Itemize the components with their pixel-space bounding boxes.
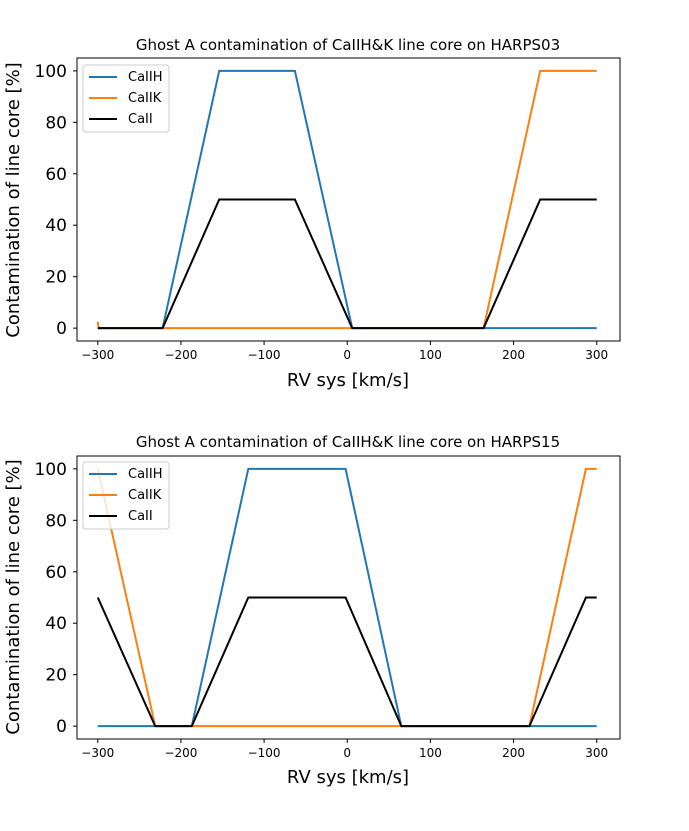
x-tick-label: 0: [343, 746, 351, 760]
y-tick-label: 0: [56, 717, 67, 737]
series-line-caii: [97, 198, 597, 330]
chart-harps03: Ghost A contamination of CaIIH&K line co…: [3, 36, 621, 391]
series-line-caii: [96, 596, 597, 728]
chart-title: Ghost A contamination of CaIIH&K line co…: [136, 36, 560, 54]
x-tick-label: 200: [502, 746, 525, 760]
legend: CaIIH CaIIK CaII: [82, 461, 170, 530]
legend-label-caii: CaII: [128, 509, 153, 524]
x-tick-label: −200: [164, 348, 197, 362]
legend-label-caii: CaII: [128, 112, 153, 127]
y-tick-label: 20: [45, 268, 67, 288]
x-tick-label: −300: [81, 348, 114, 362]
y-axis-label: Contamination of line core [%]: [3, 459, 24, 734]
y-tick-label: 40: [45, 216, 67, 236]
plot-frame: [76, 57, 621, 342]
y-tick-label: 80: [45, 113, 67, 133]
y-tick-label: 80: [45, 511, 67, 531]
legend-label-caiik: CaIIK: [128, 488, 162, 503]
x-tick-label: −100: [248, 348, 281, 362]
legend-box: [82, 461, 170, 530]
legend: CaIIH CaIIK CaII: [82, 64, 170, 133]
x-tick-label: 200: [502, 348, 525, 362]
x-axis-label: RV sys [km/s]: [287, 370, 409, 391]
y-tick-label: 100: [35, 62, 67, 82]
chart-harps15: Ghost A contamination of CaIIH&K line co…: [3, 433, 621, 788]
x-tick-label: 300: [585, 348, 608, 362]
x-tick-label: 100: [419, 746, 442, 760]
x-tick-label: −100: [248, 746, 281, 760]
y-axis-label: Contamination of line core [%]: [3, 62, 24, 337]
x-tick-label: 100: [419, 348, 442, 362]
legend-label-caiih: CaIIH: [128, 467, 163, 482]
x-tick-label: 300: [585, 746, 608, 760]
y-tick-label: 20: [45, 666, 67, 686]
x-axis-label: RV sys [km/s]: [287, 767, 409, 788]
y-tick-label: 60: [45, 165, 67, 185]
x-tick-label: 0: [343, 348, 351, 362]
legend-box: [82, 64, 170, 133]
y-tick-label: 100: [35, 460, 67, 480]
legend-label-caiik: CaIIK: [128, 91, 162, 106]
y-tick-label: 0: [56, 319, 67, 339]
y-tick-label: 60: [45, 563, 67, 583]
plot-frame: [76, 455, 621, 740]
chart-title: Ghost A contamination of CaIIH&K line co…: [136, 433, 560, 451]
legend-label-caiih: CaIIH: [128, 70, 163, 85]
x-tick-label: −200: [164, 746, 197, 760]
x-tick-label: −300: [81, 746, 114, 760]
y-tick-label: 40: [45, 614, 67, 634]
